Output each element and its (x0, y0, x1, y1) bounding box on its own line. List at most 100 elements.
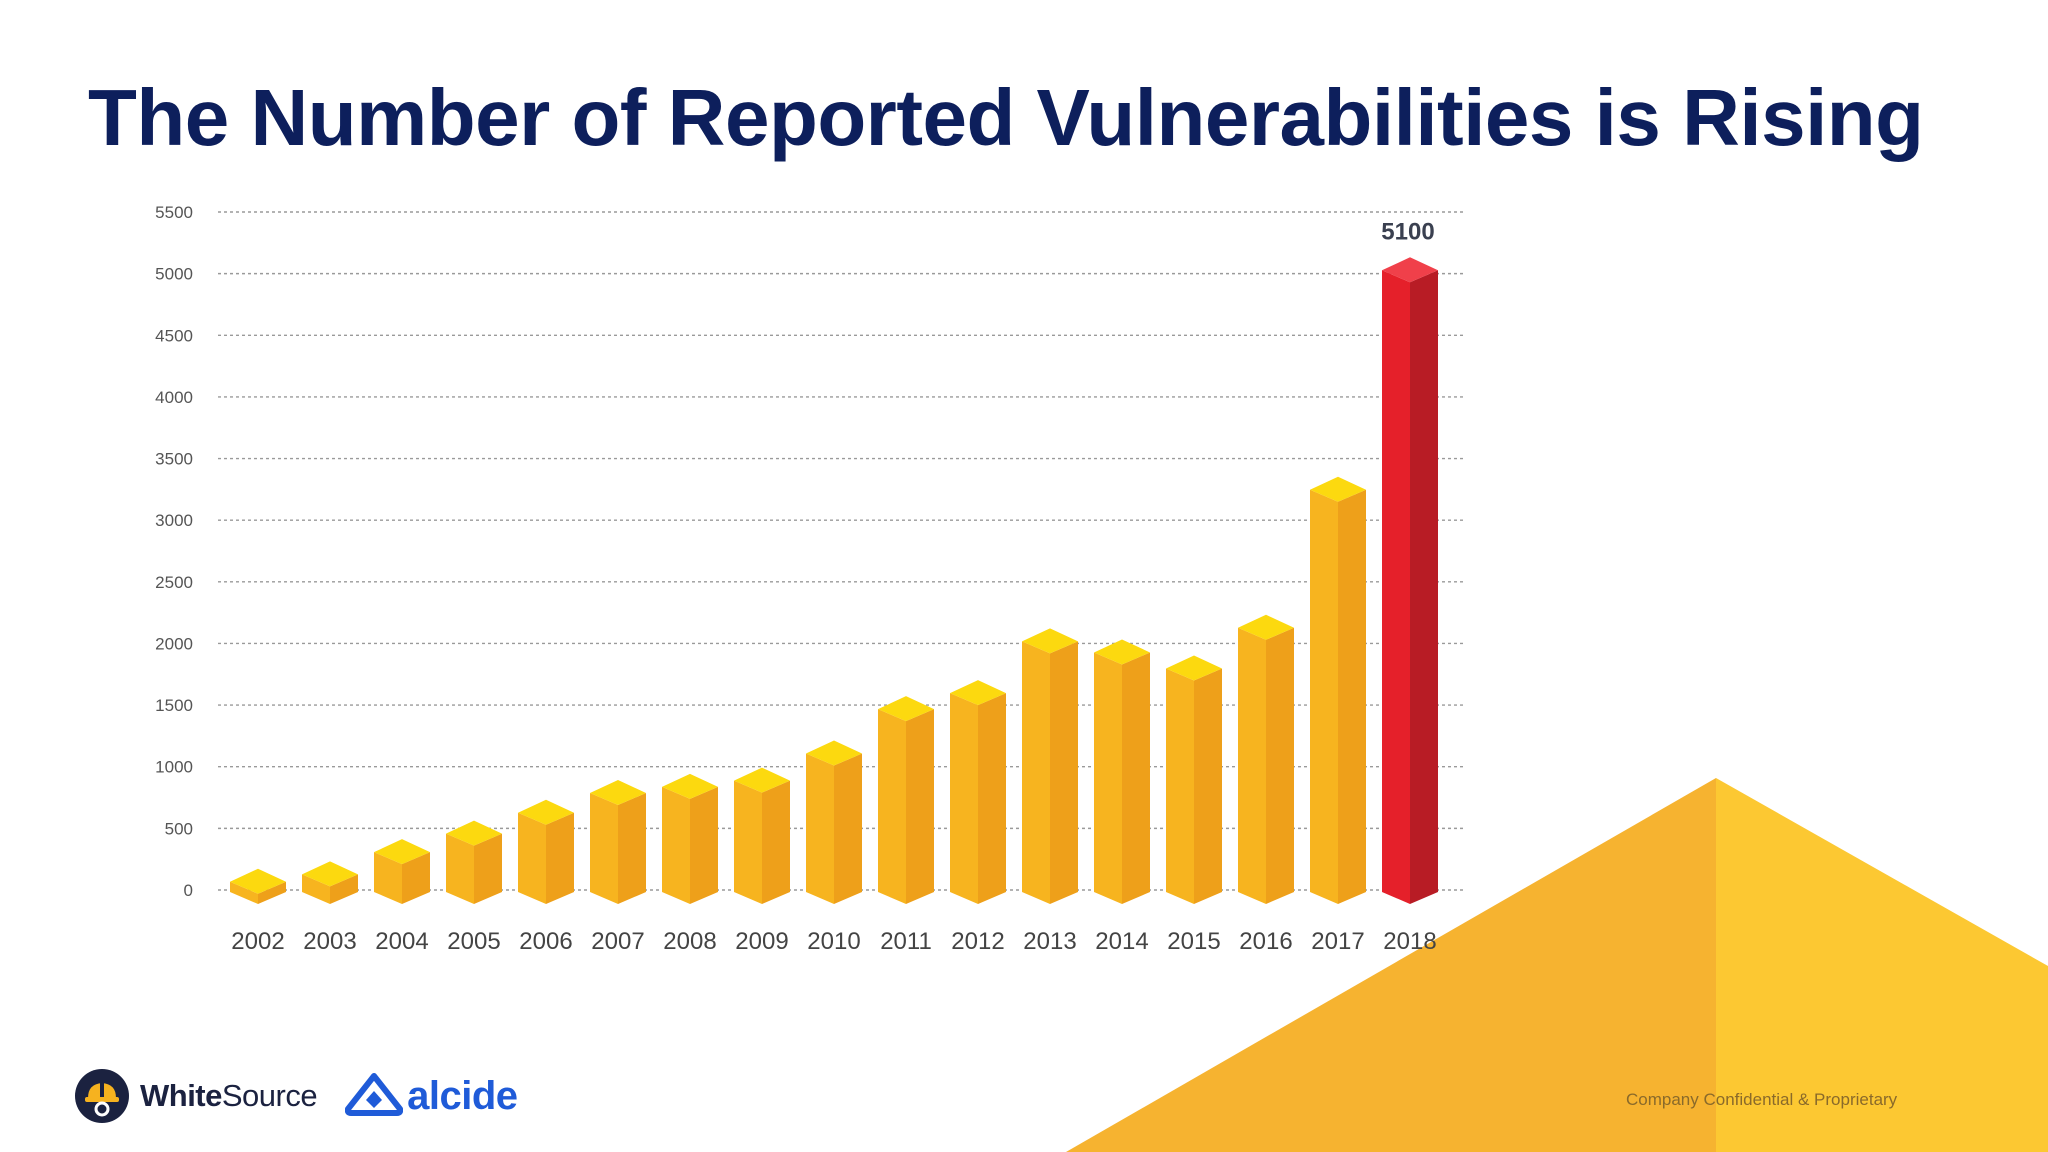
bar-top-face (1166, 655, 1222, 681)
y-tick-label: 500 (165, 819, 193, 838)
bar-front-face (1310, 489, 1338, 904)
bar-top-face (302, 861, 358, 887)
alcide-wordmark: alcide (407, 1073, 518, 1118)
hardhat-gear-icon (75, 1069, 129, 1123)
bar-2005 (446, 820, 502, 904)
bar-top-face (230, 868, 286, 894)
x-category-label: 2010 (807, 928, 860, 955)
x-category-label: 2006 (519, 928, 572, 955)
bar-front-face (1022, 641, 1050, 904)
bar-2009 (734, 767, 790, 904)
y-tick-label: 4500 (155, 326, 193, 345)
y-tick-label: 3000 (155, 511, 193, 530)
bar-2002 (230, 868, 286, 904)
x-category-label: 2007 (591, 928, 644, 955)
bar-side-face (474, 833, 502, 904)
bar-side-face (906, 709, 934, 904)
alcide-logo: alcide (345, 1073, 518, 1119)
bar-side-face (258, 881, 286, 904)
x-category-label: 2002 (231, 928, 284, 955)
bar-2015 (1166, 655, 1222, 904)
bar-front-face (1382, 270, 1410, 904)
y-tick-label: 5500 (155, 203, 193, 222)
x-category-label: 2015 (1167, 928, 1220, 955)
bar-2003 (302, 861, 358, 904)
x-category-label: 2004 (375, 928, 428, 955)
bar-front-face (590, 792, 618, 904)
chart-bars (230, 257, 1438, 904)
x-category-label: 2016 (1239, 928, 1292, 955)
confidential-notice: Company Confidential & Proprietary (1626, 1090, 1898, 1109)
bar-side-face (690, 786, 718, 904)
x-category-label: 2005 (447, 928, 500, 955)
y-tick-label: 3500 (155, 450, 193, 469)
alcide-diamond-icon (345, 1073, 404, 1116)
x-category-label: 2008 (663, 928, 716, 955)
x-category-label: 2003 (303, 928, 356, 955)
bar-side-face (546, 812, 574, 904)
bar-side-face (978, 693, 1006, 904)
bar-top-face (878, 696, 934, 722)
bar-side-face (1194, 668, 1222, 904)
bar-top-face (446, 820, 502, 846)
bar-top-face (1022, 628, 1078, 654)
bar-side-face (1122, 652, 1150, 904)
bar-side-face (1410, 270, 1438, 904)
bar-side-face (1266, 627, 1294, 904)
bar-side-face (762, 780, 790, 904)
bar-2017 (1310, 476, 1366, 904)
bar-side-face (1050, 641, 1078, 904)
footer-logos: WhiteSource alcide (74, 1066, 518, 1126)
slide-title: The Number of Reported Vulnerabilities i… (88, 73, 1924, 162)
bar-front-face (446, 833, 474, 904)
x-category-label: 2017 (1311, 928, 1364, 955)
bar-2011 (878, 696, 934, 904)
y-axis-ticks: 0 500 1000 1500 2000 2500 3000 3500 4000 4500 5000… (155, 203, 193, 900)
whitesource-wordmark: WhiteSource (140, 1078, 318, 1113)
bar-top-face (374, 839, 430, 865)
bar-top-face (950, 680, 1006, 706)
x-category-label: 2018 (1383, 928, 1436, 955)
y-tick-label: 0 (184, 881, 193, 900)
bar-top-face (662, 773, 718, 799)
vulnerabilities-bar-chart: 0 500 1000 1500 2000 2500 3000 3500 4000 4500 5000… (155, 203, 1464, 955)
bar-side-face (1338, 489, 1366, 904)
y-tick-label: 2000 (155, 634, 193, 653)
bar-2004 (374, 839, 430, 904)
triangle-left-face (1066, 778, 1716, 1152)
bar-top-face (518, 799, 574, 825)
x-category-label: 2014 (1095, 928, 1148, 955)
bar-2014 (1094, 639, 1150, 904)
y-tick-label: 2500 (155, 573, 193, 592)
bar-top-face (1094, 639, 1150, 665)
bar-top-face (806, 740, 862, 766)
bar-2010 (806, 740, 862, 904)
bar-2012 (950, 680, 1006, 904)
y-tick-label: 5000 (155, 265, 193, 284)
bar-top-face (734, 767, 790, 793)
bar-side-face (402, 852, 430, 904)
x-category-label: 2013 (1023, 928, 1076, 955)
bar-top-face (590, 779, 646, 805)
bar-front-face (1166, 668, 1194, 904)
bar-2008 (662, 773, 718, 904)
bar-top-face (1238, 614, 1294, 640)
x-category-label: 2009 (735, 928, 788, 955)
bar-front-face (518, 812, 546, 904)
bar-side-face (330, 874, 358, 904)
bar-side-face (618, 792, 646, 904)
bar-2013 (1022, 628, 1078, 904)
bar-top-face (1382, 257, 1438, 283)
bar-front-face (1238, 627, 1266, 904)
bar-front-face (374, 852, 402, 904)
bar-2007 (590, 779, 646, 904)
x-category-label: 2012 (951, 928, 1004, 955)
bar-top-face (1310, 476, 1366, 502)
bar-front-face (1094, 652, 1122, 904)
x-category-label: 2011 (880, 928, 932, 955)
bar-front-face (662, 786, 690, 904)
bar-side-face (834, 753, 862, 904)
bar-front-face (878, 709, 906, 904)
bar-2018 (1382, 257, 1438, 904)
